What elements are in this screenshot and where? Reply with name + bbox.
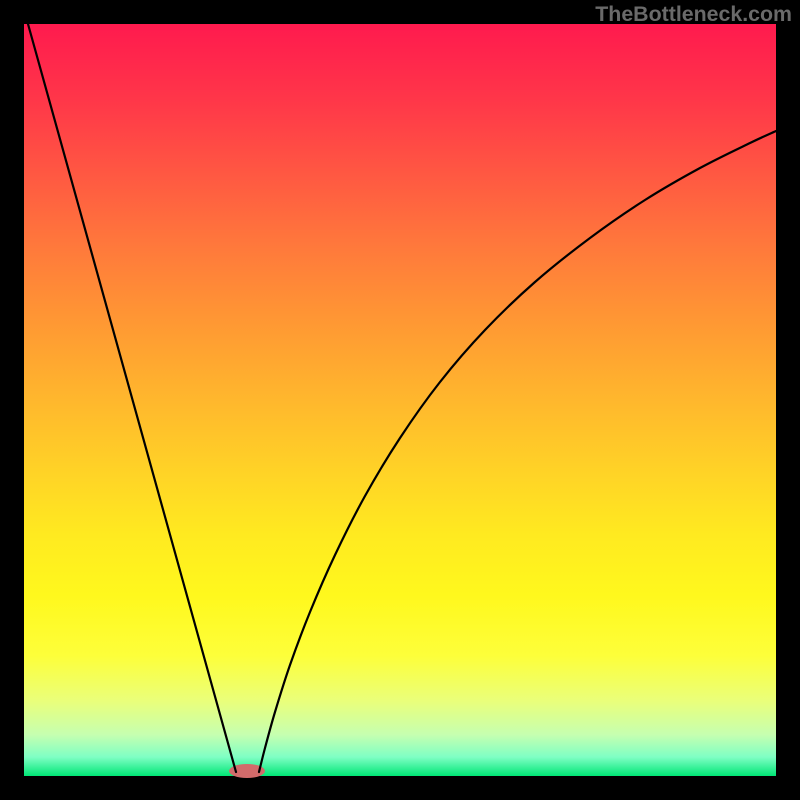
- bottleneck-chart: TheBottleneck.com: [0, 0, 800, 800]
- chart-svg: [0, 0, 800, 800]
- plot-background: [24, 24, 776, 776]
